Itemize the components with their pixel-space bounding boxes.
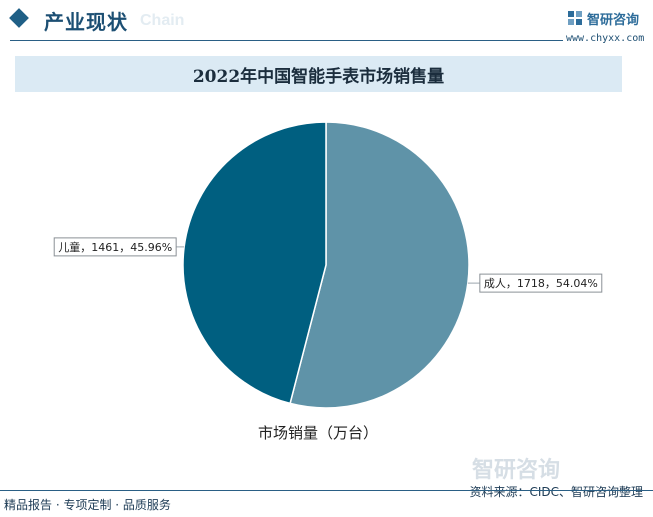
header-divider bbox=[10, 40, 563, 41]
slice-label-box-1 bbox=[53, 237, 177, 257]
footer-divider bbox=[0, 490, 653, 491]
chart-title: 2022年中国智能手表市场销售量 bbox=[192, 66, 445, 87]
slice-label-0: 成人，1718，54.04% bbox=[484, 277, 598, 290]
source-note: 资料来源：CIDC、智研咨询整理 bbox=[469, 485, 643, 499]
pie-slice-0 bbox=[289, 121, 470, 409]
section-title: 产业现状 bbox=[44, 10, 128, 34]
series-caption: 市场销量（万台） bbox=[258, 424, 378, 442]
header: Chain 产业现状 智研咨询 www.chyxx.com bbox=[0, 0, 653, 44]
slice-label-box-0 bbox=[479, 273, 603, 293]
footer-slogan: 精品报告 · 专项定制 · 品质服务 bbox=[4, 498, 171, 512]
chart-title-band: 2022年中国智能手表市场销售量 bbox=[15, 56, 622, 92]
slice-label-1: 儿童，1461，45.96% bbox=[58, 240, 172, 254]
header-background-word: Chain bbox=[140, 12, 185, 29]
brand-logo-icon bbox=[568, 11, 582, 25]
watermark-logo: 智研咨询 bbox=[472, 458, 561, 483]
brand-url: www.chyxx.com bbox=[566, 33, 645, 44]
brand-name: 智研咨询 bbox=[587, 13, 640, 28]
